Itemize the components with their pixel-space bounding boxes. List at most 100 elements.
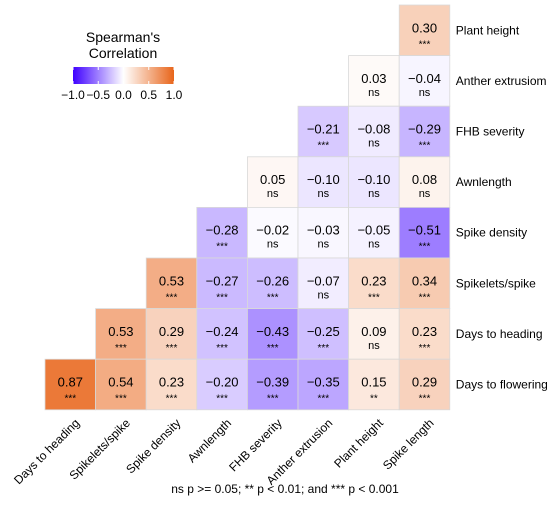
cell-value-label: −0.05 [357, 223, 390, 238]
heatmap-cell-spikelets-spike-spike-density [145, 257, 198, 309]
row-label-spike-density: Spike density [456, 226, 527, 240]
cell-value-label: −0.03 [307, 223, 340, 238]
cell-significance-label: *** [419, 39, 431, 50]
significance-footnote: ns p >= 0.05; ** p < 0.01; and *** p < 0… [171, 482, 399, 496]
heatmap-cell-spikelets-spike-anther-extrusion [297, 257, 349, 309]
cell-value-label: −0.07 [307, 273, 340, 288]
cell-significance-label: *** [216, 292, 228, 303]
cell-significance-label: ns [368, 87, 380, 99]
heatmap-cell-spikelets-spike-fhb-severity [246, 257, 299, 309]
cell-value-label: 0.23 [159, 375, 184, 390]
cell-significance-label: *** [166, 394, 178, 405]
legend-tick-label: 0.0 [115, 88, 132, 102]
legend-tick-label: 0.5 [140, 88, 157, 102]
cell-value-label: −0.04 [408, 71, 441, 86]
cell-significance-label: ns [317, 239, 329, 251]
column-label-plant-height: Plant height [331, 415, 386, 470]
cell-significance-label: *** [368, 292, 380, 303]
cell-value-label: −0.21 [307, 122, 340, 137]
cell-value-label: −0.27 [206, 273, 239, 288]
heatmap-cell-spike-density-plant-height [348, 206, 400, 259]
cell-value-label: 0.54 [108, 375, 133, 390]
cell-value-label: 0.30 [412, 20, 437, 35]
legend-ticks: −1.0 −0.5 0.0 0.5 1.0 [61, 67, 183, 102]
heatmap-cell-plant-height-spike-length [398, 4, 451, 56]
cell-significance-label: *** [267, 394, 279, 405]
cell-value-label: −0.28 [206, 223, 239, 238]
cell-value-label: 0.08 [412, 172, 437, 187]
cell-value-label: −0.35 [307, 375, 340, 390]
heatmap-cell-days-to-flowering-awnlength [196, 358, 248, 411]
cell-significance-label: ns [267, 188, 279, 200]
column-label-spike-length: Spike length [380, 416, 437, 473]
row-label-days-to-heading: Days to heading [456, 327, 543, 341]
row-label-fhb-severity: FHB severity [456, 125, 525, 139]
cell-value-label: −0.26 [256, 273, 289, 288]
color-legend: Spearman's Correlation −1.0 −0.5 0.0 0.5 1.0 [61, 29, 183, 102]
cell-significance-label: ns [317, 289, 329, 301]
cell-significance-label: ** [370, 394, 378, 405]
legend-tick-label: −1.0 [61, 88, 85, 102]
legend-title-line: Spearman's [86, 29, 160, 45]
heatmap-cell-spike-density-anther-extrusion [297, 206, 349, 259]
cell-significance-label: ns [267, 239, 279, 251]
cell-value-label: 0.53 [159, 273, 184, 288]
row-label-spikelets-spike: Spikelets/spike [456, 276, 536, 290]
heatmap-cell-awnlength-anther-extrusion [297, 156, 349, 208]
cell-significance-label: *** [267, 343, 279, 354]
legend-color-bar [73, 67, 174, 84]
cell-significance-label: *** [216, 343, 228, 354]
cell-significance-label: *** [419, 292, 431, 303]
cell-significance-label: *** [419, 394, 431, 405]
cell-significance-label: *** [419, 141, 431, 152]
legend-title-line: Correlation [89, 45, 157, 61]
cell-significance-label: ns [419, 188, 431, 200]
cell-value-label: −0.51 [408, 223, 441, 238]
heatmap-cell-spike-density-awnlength [196, 206, 248, 259]
cell-significance-label: *** [216, 242, 228, 253]
cell-value-label: 0.29 [159, 324, 184, 339]
heatmap-cell-days-to-heading-plant-height [348, 308, 400, 360]
cell-value-label: −0.20 [206, 375, 239, 390]
cell-value-label: −0.29 [408, 122, 441, 137]
cell-significance-label: *** [166, 343, 178, 354]
row-label-plant-height: Plant height [456, 23, 520, 37]
heatmap-cell-anther-extrusiom-spike-length [398, 55, 451, 107]
cell-value-label: −0.02 [256, 223, 289, 238]
cell-value-label: 0.23 [412, 324, 437, 339]
cell-value-label: 0.34 [412, 273, 437, 288]
heatmap-cell-days-to-flowering-spike-length [398, 358, 451, 411]
cell-significance-label: *** [64, 394, 76, 405]
row-label-awnlength: Awnlength [456, 175, 512, 189]
cell-significance-label: *** [317, 394, 329, 405]
heatmap-cell-days-to-heading-fhb-severity [246, 308, 299, 360]
heatmap-cells: 0.30***0.03ns−0.04ns−0.21***−0.08ns−0.29… [44, 4, 451, 411]
legend-tick-label: 1.0 [166, 88, 183, 102]
cell-significance-label: *** [317, 343, 329, 354]
cell-significance-label: *** [419, 343, 431, 354]
heatmap-cell-days-to-flowering-days-to-heading [44, 358, 96, 411]
cell-value-label: −0.43 [256, 324, 289, 339]
cell-significance-label: *** [115, 343, 127, 354]
heatmap-cell-days-to-heading-spike-length [398, 308, 451, 360]
row-label-days-to-flowering: Days to flowering [456, 378, 548, 392]
cell-value-label: 0.29 [412, 375, 437, 390]
cell-significance-label: *** [267, 292, 279, 303]
legend-tick-label: −0.5 [86, 88, 110, 102]
cell-value-label: 0.09 [361, 324, 386, 339]
heatmap-cell-spikelets-spike-plant-height [348, 257, 400, 309]
cell-value-label: 0.15 [361, 375, 386, 390]
cell-significance-label: ns [368, 340, 380, 352]
cell-value-label: 0.53 [108, 324, 133, 339]
cell-value-label: −0.39 [256, 375, 289, 390]
legend-title: Spearman's Correlation [86, 29, 160, 61]
cell-significance-label: ns [368, 138, 380, 150]
heatmap-cell-spikelets-spike-awnlength [196, 257, 248, 309]
row-labels: Plant height Anther extrusiom FHB severity… [456, 23, 548, 391]
row-label-anther-extrusiom: Anther extrusiom [456, 74, 547, 88]
cell-value-label: −0.10 [307, 172, 340, 187]
cell-value-label: −0.10 [357, 172, 390, 187]
column-label-awnlength: Awnlength [185, 416, 234, 465]
